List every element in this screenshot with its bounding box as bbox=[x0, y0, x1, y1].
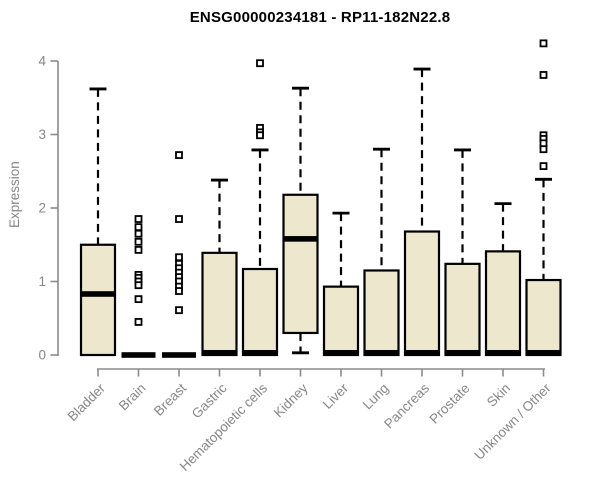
outlier-point-breast bbox=[175, 151, 183, 159]
box-liver bbox=[322, 285, 360, 357]
box-hematopoietic-cells bbox=[241, 267, 279, 357]
chart-title: ENSG00000234181 - RP11-182N22.8 bbox=[189, 9, 451, 26]
outlier-point-brain bbox=[134, 223, 143, 232]
outlier-point-brain bbox=[134, 318, 143, 326]
box-gastric bbox=[201, 251, 238, 357]
median-skin bbox=[486, 349, 520, 356]
y-tick-label: 2 bbox=[38, 201, 46, 216]
outlier-point-unknown-other bbox=[539, 39, 548, 48]
x-tick-label-breast: Breast bbox=[151, 380, 189, 418]
outlier-point-breast bbox=[175, 306, 183, 315]
median-liver bbox=[324, 349, 358, 356]
x-tick-label-prostate: Prostate bbox=[426, 381, 472, 427]
x-tick-label-skin: Skin bbox=[484, 381, 513, 410]
outlier-point-brain bbox=[134, 229, 143, 238]
y-tick-label: 3 bbox=[38, 127, 46, 142]
box-pancreas bbox=[403, 230, 441, 357]
box-lung bbox=[363, 269, 400, 357]
median-unknown-other bbox=[526, 349, 561, 356]
box-kidney bbox=[282, 193, 319, 335]
median-lung bbox=[364, 349, 399, 356]
outlier-point-hematopoietic-cells bbox=[256, 131, 264, 140]
outlier-point-unknown-other bbox=[539, 71, 548, 79]
outlier-point-brain bbox=[134, 281, 143, 290]
y-tick-label: 0 bbox=[38, 348, 46, 363]
box-skin bbox=[484, 250, 522, 357]
x-tick-label-bladder: Bladder bbox=[65, 380, 109, 424]
x-tick-label-kidney: Kidney bbox=[271, 380, 311, 420]
outlier-point-unknown-other bbox=[539, 145, 548, 154]
x-tick-label-lung: Lung bbox=[360, 381, 392, 413]
outlier-point-brain bbox=[134, 295, 143, 304]
outlier-point-brain bbox=[134, 215, 143, 223]
outlier-point-brain bbox=[134, 245, 143, 254]
x-tick-label-liver: Liver bbox=[320, 380, 352, 412]
median-breast bbox=[162, 352, 196, 358]
median-hematopoietic-cells bbox=[243, 349, 277, 356]
box-unknown-other bbox=[525, 278, 562, 357]
median-prostate bbox=[445, 349, 480, 356]
median-pancreas bbox=[405, 349, 439, 356]
box-prostate bbox=[444, 262, 481, 357]
x-tick-label-unknown-other: Unknown / Other bbox=[471, 380, 554, 463]
median-brain bbox=[121, 352, 156, 358]
median-bladder bbox=[81, 291, 115, 297]
outlier-point-brain bbox=[134, 237, 143, 246]
x-tick-label-pancreas: Pancreas bbox=[381, 380, 432, 431]
y-tick-label: 1 bbox=[38, 274, 46, 289]
x-tick-label-brain: Brain bbox=[116, 381, 149, 414]
outlier-point-hematopoietic-cells bbox=[256, 59, 264, 68]
outlier-point-breast bbox=[175, 287, 183, 295]
y-tick-label: 4 bbox=[38, 54, 46, 69]
box-bladder bbox=[79, 243, 117, 357]
median-gastric bbox=[202, 349, 237, 356]
outlier-point-breast bbox=[175, 215, 183, 223]
outlier-point-unknown-other bbox=[539, 162, 548, 171]
median-kidney bbox=[283, 236, 318, 242]
outlier-point-breast bbox=[175, 253, 183, 262]
